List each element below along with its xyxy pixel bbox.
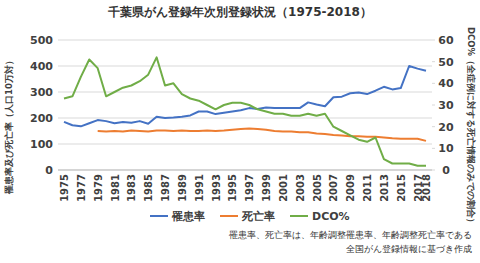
x-tick-label: 2011 bbox=[362, 174, 373, 202]
annotation: 全国がん登録情報に基づき作成 bbox=[346, 244, 472, 254]
legend-swatch bbox=[220, 215, 238, 217]
y2-tick bbox=[432, 126, 435, 127]
plot-area bbox=[64, 57, 426, 165]
y2-tick-label: 40 bbox=[438, 77, 454, 90]
x-tick-label: 2003 bbox=[295, 174, 306, 202]
x-tick-label: 1987 bbox=[160, 174, 171, 202]
grid-line bbox=[58, 144, 432, 145]
x-tick-label: 1999 bbox=[261, 174, 272, 202]
x-tick-label: 1983 bbox=[126, 174, 137, 202]
y2-tick bbox=[432, 61, 435, 62]
y2-axis-title: DCO%（全症例に対する死亡情報のみでの割合） bbox=[466, 27, 476, 227]
y2-tick bbox=[432, 40, 435, 41]
y-tick-label: 400 bbox=[30, 60, 53, 73]
y2-tick bbox=[432, 105, 435, 106]
y2-tick bbox=[432, 170, 435, 171]
x-tick-label: 2018 bbox=[421, 174, 432, 202]
y2-tick bbox=[432, 148, 435, 149]
x-tick-label: 1985 bbox=[143, 174, 154, 202]
x-axis bbox=[58, 170, 432, 171]
y-axis-title: 罹患率及び死亡率（人口10万対） bbox=[4, 56, 14, 195]
y2-tick-label: 30 bbox=[438, 99, 454, 112]
x-tick-label: 2013 bbox=[379, 174, 390, 202]
x-tick-label: 2015 bbox=[396, 174, 407, 202]
x-tick-label: 1993 bbox=[211, 174, 222, 202]
x-tick-label: 1981 bbox=[110, 174, 121, 202]
x-tick-label: 1989 bbox=[177, 174, 188, 202]
y2-tick-label: 0 bbox=[442, 164, 450, 177]
chart: 千葉県がん登録年次別登録状況（1975-2018）010020030040050… bbox=[0, 0, 480, 263]
legend-label: 死亡率 bbox=[241, 210, 275, 223]
legend-label: 罹患率 bbox=[171, 210, 205, 223]
y-tick-label: 100 bbox=[30, 138, 53, 151]
y2-tick bbox=[432, 83, 435, 84]
y2-tick-label: 50 bbox=[438, 56, 454, 69]
x-tick-label: 1991 bbox=[194, 174, 205, 202]
grid-line bbox=[58, 170, 432, 171]
x-tick-label: 2007 bbox=[328, 174, 339, 202]
y-tick-label: 0 bbox=[45, 164, 53, 177]
grid-line bbox=[58, 118, 432, 119]
legend-label: DCO% bbox=[312, 210, 350, 223]
x-tick-label: 1995 bbox=[227, 174, 238, 202]
annotation: 罹患率、死亡率は、年齢調整罹患率、年齢調整死亡率である bbox=[228, 230, 472, 240]
y-tick-label: 500 bbox=[30, 34, 53, 47]
series-line bbox=[64, 57, 426, 165]
y2-tick-label: 60 bbox=[438, 34, 454, 47]
series-line bbox=[64, 66, 426, 126]
x-tick-label: 1975 bbox=[59, 174, 70, 202]
x-tick-label: 2009 bbox=[345, 174, 356, 202]
y-tick-label: 300 bbox=[30, 86, 53, 99]
y2-tick-label: 10 bbox=[438, 142, 454, 155]
grid-line bbox=[58, 40, 432, 41]
title: 千葉県がん登録年次別登録状況（1975-2018） bbox=[107, 5, 372, 19]
y-tick-label: 200 bbox=[30, 112, 53, 125]
x-tick-label: 2005 bbox=[312, 174, 323, 202]
x-tick-label: 1977 bbox=[76, 174, 87, 202]
legend-swatch bbox=[290, 215, 308, 217]
x-tick-label: 2001 bbox=[278, 174, 289, 202]
y2-tick-label: 20 bbox=[438, 121, 454, 134]
grid-line bbox=[58, 66, 432, 67]
x-tick-label: 1997 bbox=[244, 174, 255, 202]
x-tick-label: 1979 bbox=[93, 174, 104, 202]
legend-swatch bbox=[150, 215, 168, 217]
